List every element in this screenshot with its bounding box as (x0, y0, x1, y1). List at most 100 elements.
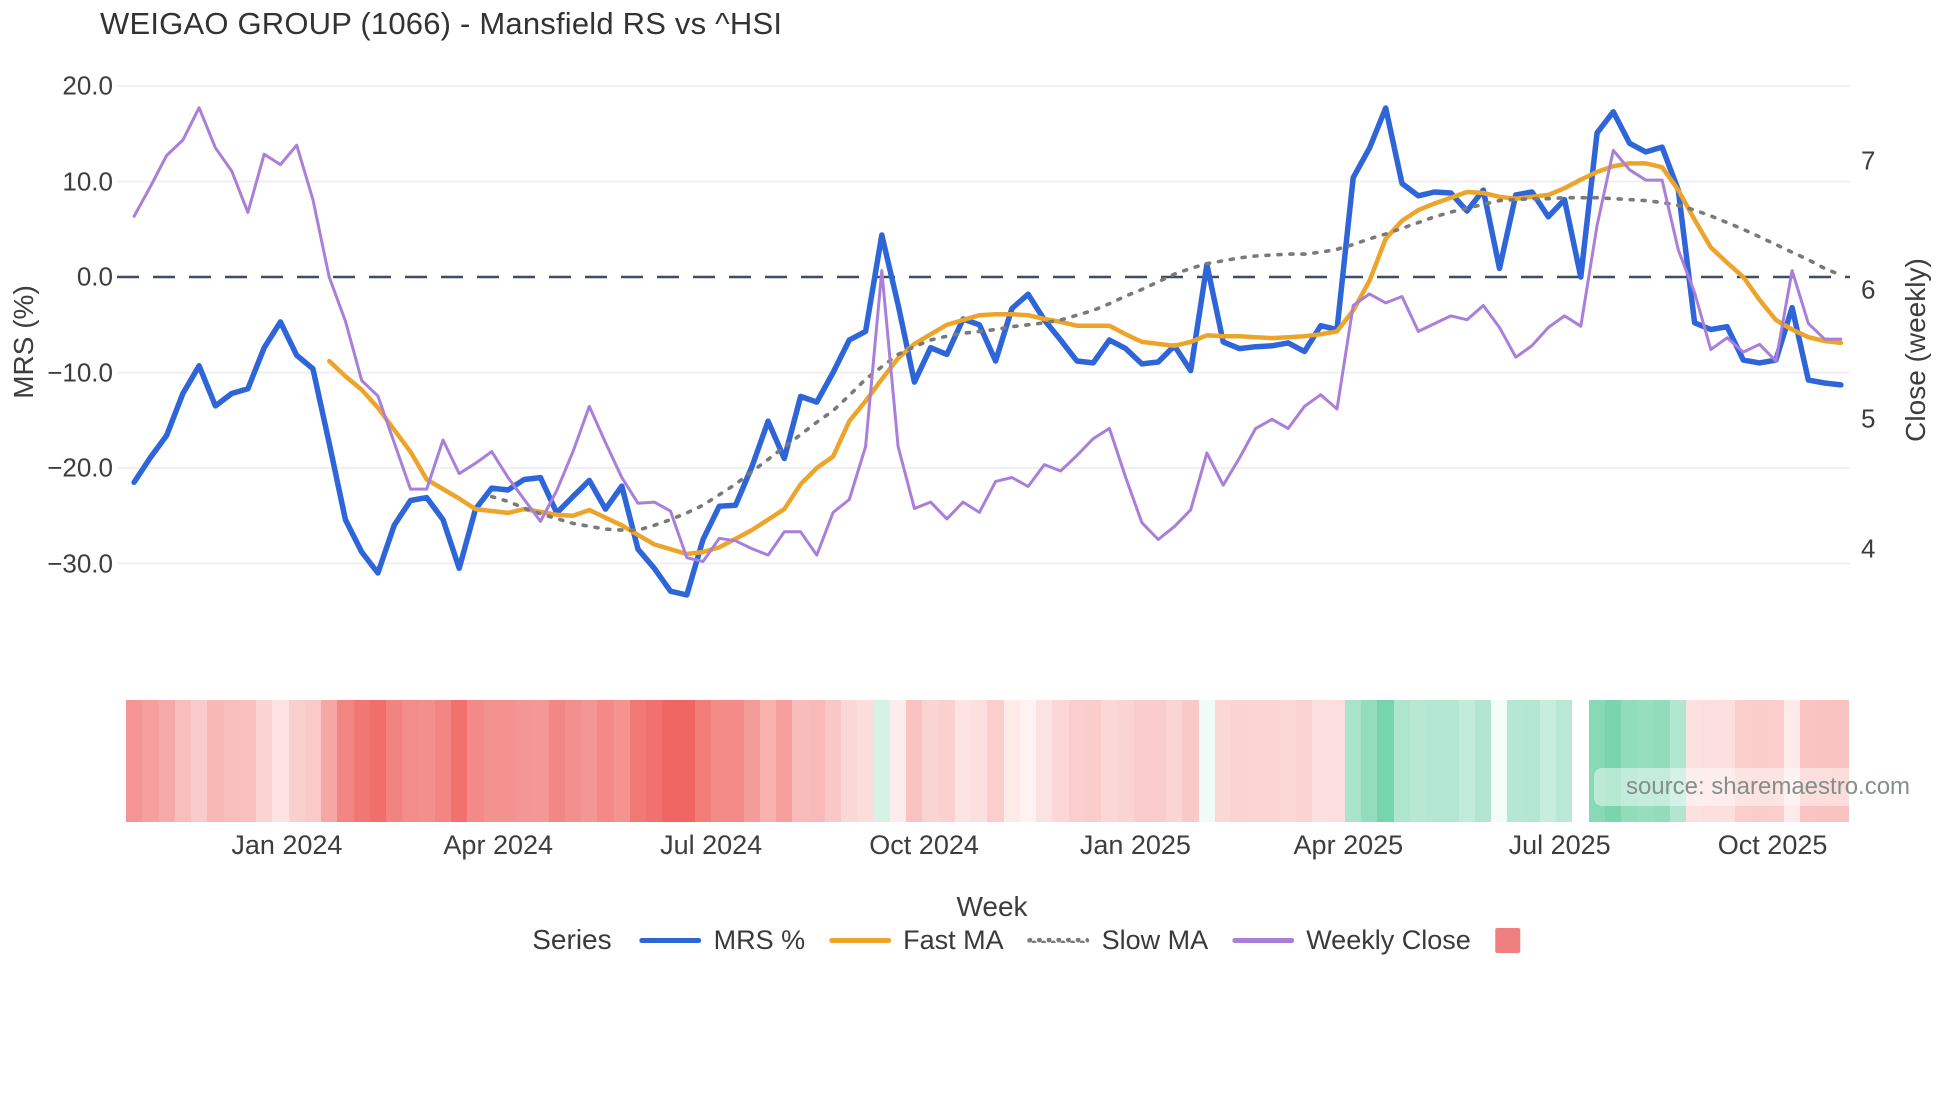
heatmap-cell (1507, 700, 1524, 822)
heatmap-cell (418, 700, 435, 822)
heatmap-cell (873, 700, 890, 822)
heatmap-cell (581, 700, 598, 822)
slow-ma-line (489, 195, 1843, 532)
heatmap-cell (1474, 700, 1491, 822)
heatmap-cell (158, 700, 175, 822)
heatmap-cell (1588, 700, 1605, 822)
heatmap-cell (1767, 700, 1784, 822)
heatmap-cell (1604, 700, 1621, 822)
heatmap-cell (938, 700, 955, 822)
series-lines (131, 105, 1844, 598)
y-right-tick-label: 5 (1861, 403, 1876, 434)
heatmap-cell (126, 700, 143, 822)
legend-item-fast-ma[interactable]: Fast MA (829, 925, 1004, 956)
heatmap-cell (1101, 700, 1118, 822)
heatmap-cell (467, 700, 484, 822)
heatmap-cell (402, 700, 419, 822)
heatmap-cell (1052, 700, 1069, 822)
legend-item-label: Slow MA (1101, 924, 1209, 955)
heatmap-cell (1718, 700, 1735, 822)
heatmap-cell (1247, 700, 1264, 822)
heatmap-cell (727, 700, 744, 822)
heatmap-cell (1231, 700, 1248, 822)
heatmap-cell (1539, 700, 1556, 822)
legend-item-mrs-[interactable]: MRS % (639, 925, 805, 956)
heatmap-cell (792, 700, 809, 822)
x-axis-title: Week (956, 891, 1028, 922)
heatmap-cell (1133, 700, 1150, 822)
heatmap-cell (889, 700, 906, 822)
heatmap-cell (548, 700, 565, 822)
legend-item-weekly-close[interactable]: Weekly Close (1232, 925, 1471, 956)
heatmap-cell (353, 700, 370, 822)
heatmap-cell (256, 700, 273, 822)
heatmap-cell (711, 700, 728, 822)
heatmap-cell (304, 700, 321, 822)
heatmap-cell (516, 700, 533, 822)
heatmap-cell (857, 700, 874, 822)
heatmap-cell (922, 700, 939, 822)
heatmap-cell (776, 700, 793, 822)
heatmap-cell (1296, 700, 1313, 822)
heatmap-cell (1279, 700, 1296, 822)
heatmap-cell (1816, 700, 1833, 822)
fast-ma-line (326, 161, 1844, 557)
heatmap-swatch-icon (1494, 927, 1520, 953)
heatmap-cell (1393, 700, 1410, 822)
heatmap-cell (1751, 700, 1768, 822)
heatmap-cell (743, 700, 760, 822)
heatmap-cell (629, 700, 646, 822)
x-tick-label: Apr 2025 (1293, 830, 1404, 860)
source-note: source: sharemaestro.com (1625, 773, 1911, 800)
y-right-tick-label: 6 (1861, 274, 1876, 305)
heatmap-cell (239, 700, 256, 822)
heatmap-cell (1166, 700, 1183, 822)
legend-item-heatmap[interactable] (1494, 927, 1520, 953)
heatmap-cell (987, 700, 1004, 822)
heatmap-cell (1572, 700, 1589, 822)
heatmap-cell (1084, 700, 1101, 822)
heatmap-cell (434, 700, 451, 822)
heatmap-cell (1491, 700, 1508, 822)
heatmap-cell (662, 700, 679, 822)
heatmap-cell (564, 700, 581, 822)
heatmap-cell (1117, 700, 1134, 822)
x-tick-label: Jan 2024 (231, 830, 343, 860)
heatmap-cell (906, 700, 923, 822)
heatmap-cell (1409, 700, 1426, 822)
line-swatch-icon (639, 937, 702, 943)
weekly-close-line (132, 106, 1843, 563)
heatmap-cell (288, 700, 305, 822)
line-swatch-icon (1027, 937, 1090, 943)
gridlines (117, 85, 1850, 565)
heatmap-cell (1214, 700, 1231, 822)
heatmap-cell (1426, 700, 1443, 822)
legend-item-slow-ma[interactable]: Slow MA (1027, 924, 1209, 956)
heatmap-cell (1637, 700, 1654, 822)
heatmap-cell (1653, 700, 1670, 822)
heatmap-cell (1556, 700, 1573, 822)
x-tick-label: Jul 2025 (1508, 830, 1611, 860)
heatmap-cell (174, 700, 191, 822)
heatmap-cell (207, 700, 224, 822)
heatmap-cell (321, 700, 338, 822)
y-left-tick-label: 0.0 (76, 261, 113, 292)
heatmap-cell (694, 700, 711, 822)
legend-title: Series (532, 924, 612, 955)
heatmap-cell (1003, 700, 1020, 822)
heatmap-cell (841, 700, 858, 822)
heatmap-cell (223, 700, 240, 822)
heatmap-cell (1068, 700, 1085, 822)
page-title: WEIGAO GROUP (1066) - Mansfield RS vs ^H… (100, 6, 783, 41)
heatmap-cell (386, 700, 403, 822)
heatmap-cell (824, 700, 841, 822)
heatmap-cell (613, 700, 630, 822)
mrs--line (131, 105, 1844, 598)
heatmap-cell (597, 700, 614, 822)
heatmap-cell (759, 700, 776, 822)
heatmap-cell (1702, 700, 1719, 822)
heatmap-cell (971, 700, 988, 822)
heatmap-cell (369, 700, 386, 822)
x-tick-label: Apr 2024 (443, 830, 554, 860)
